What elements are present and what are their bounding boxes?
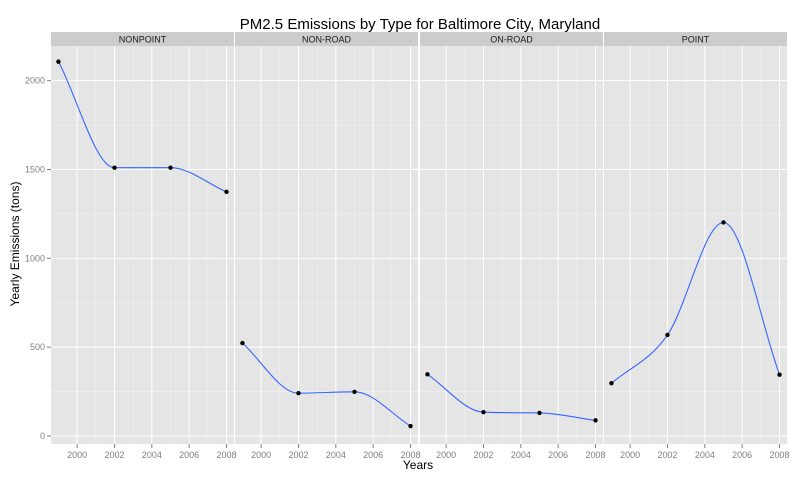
facet-panel-nonpoint: NONPOINT 2000 2002 2004 2006 2008: [51, 32, 237, 460]
data-point: [168, 165, 173, 170]
facet-strip: [51, 32, 234, 46]
data-point: [56, 59, 61, 64]
chart-title: PM2.5 Emissions by Type for Baltimore Ci…: [240, 16, 600, 33]
facet-strip: [604, 32, 787, 46]
facet-strip-label: ON-ROAD: [490, 35, 533, 45]
y-tick-label: 500: [30, 342, 45, 352]
series-line: [242, 342, 411, 427]
data-point: [593, 418, 598, 423]
x-tick-label: 2002: [104, 450, 124, 460]
y-tick-label: 2000: [25, 76, 45, 86]
x-tick-label: 2000: [620, 450, 640, 460]
data-point: [609, 381, 614, 386]
facet-panels: NONPOINT 2000 2002 2004 2006 2008 NON-ROAD 2000…: [51, 32, 790, 460]
data-point: [481, 409, 486, 415]
y-tick-label: 1500: [25, 164, 45, 174]
series-line: [58, 61, 227, 193]
data-point: [224, 189, 229, 195]
x-tick-label: 2006: [179, 450, 199, 460]
x-tick-label: 2002: [288, 450, 308, 460]
x-tick-label: 2008: [401, 450, 421, 460]
x-tick-label: 2004: [326, 450, 346, 460]
panel-background: [420, 46, 603, 444]
facet-panel-point: POINT 2000 2002 2004 2006 2008: [604, 32, 790, 460]
panel-background: [604, 46, 787, 444]
x-axis-label: Years: [403, 458, 433, 472]
data-point: [352, 389, 357, 394]
data-point: [408, 423, 413, 429]
x-tick-label: 2004: [695, 450, 715, 460]
facet-strip: [235, 32, 418, 46]
facet-panel-on-road: ON-ROAD 2000 2002 2004 2006 2008: [420, 32, 606, 460]
panel-background: [51, 46, 234, 444]
x-tick-label: 2006: [363, 450, 383, 460]
data-point: [777, 372, 782, 377]
x-tick-label: 2004: [142, 450, 162, 460]
x-tick-label: 2002: [473, 450, 493, 460]
x-tick-label: 2000: [436, 450, 456, 460]
x-tick-label: 2000: [251, 450, 271, 460]
data-point: [240, 340, 245, 346]
panel-background: [235, 46, 418, 444]
series-line: [611, 221, 781, 384]
y-tick-label: 1000: [25, 253, 45, 263]
facet-strip: [420, 32, 603, 46]
data-point: [296, 390, 301, 396]
x-tick-label: 2008: [770, 450, 790, 460]
x-tick-label: 2006: [732, 450, 752, 460]
facet-strip-label: POINT: [682, 35, 710, 45]
x-tick-label: 2006: [548, 450, 568, 460]
y-axis: 0 500 1000 1500 2000: [25, 76, 51, 441]
facet-strip-label: NON-ROAD: [302, 35, 351, 45]
x-tick-label: 2000: [67, 450, 87, 460]
series-line: [427, 373, 596, 421]
x-tick-label: 2002: [657, 450, 677, 460]
data-point: [665, 332, 670, 338]
y-axis-label: Yearly Emissions (tons): [8, 182, 22, 307]
data-point: [425, 372, 430, 377]
y-tick-label: 0: [40, 431, 45, 441]
x-tick-label: 2004: [511, 450, 531, 460]
data-point: [537, 410, 542, 416]
data-point: [721, 220, 726, 225]
x-tick-label: 2008: [217, 450, 237, 460]
data-point: [112, 165, 117, 170]
x-tick-label: 2008: [586, 450, 606, 460]
facet-strip-label: NONPOINT: [119, 35, 167, 45]
facet-panel-non-road: NON-ROAD 2000 2002 2004 2006 2008: [235, 32, 421, 460]
